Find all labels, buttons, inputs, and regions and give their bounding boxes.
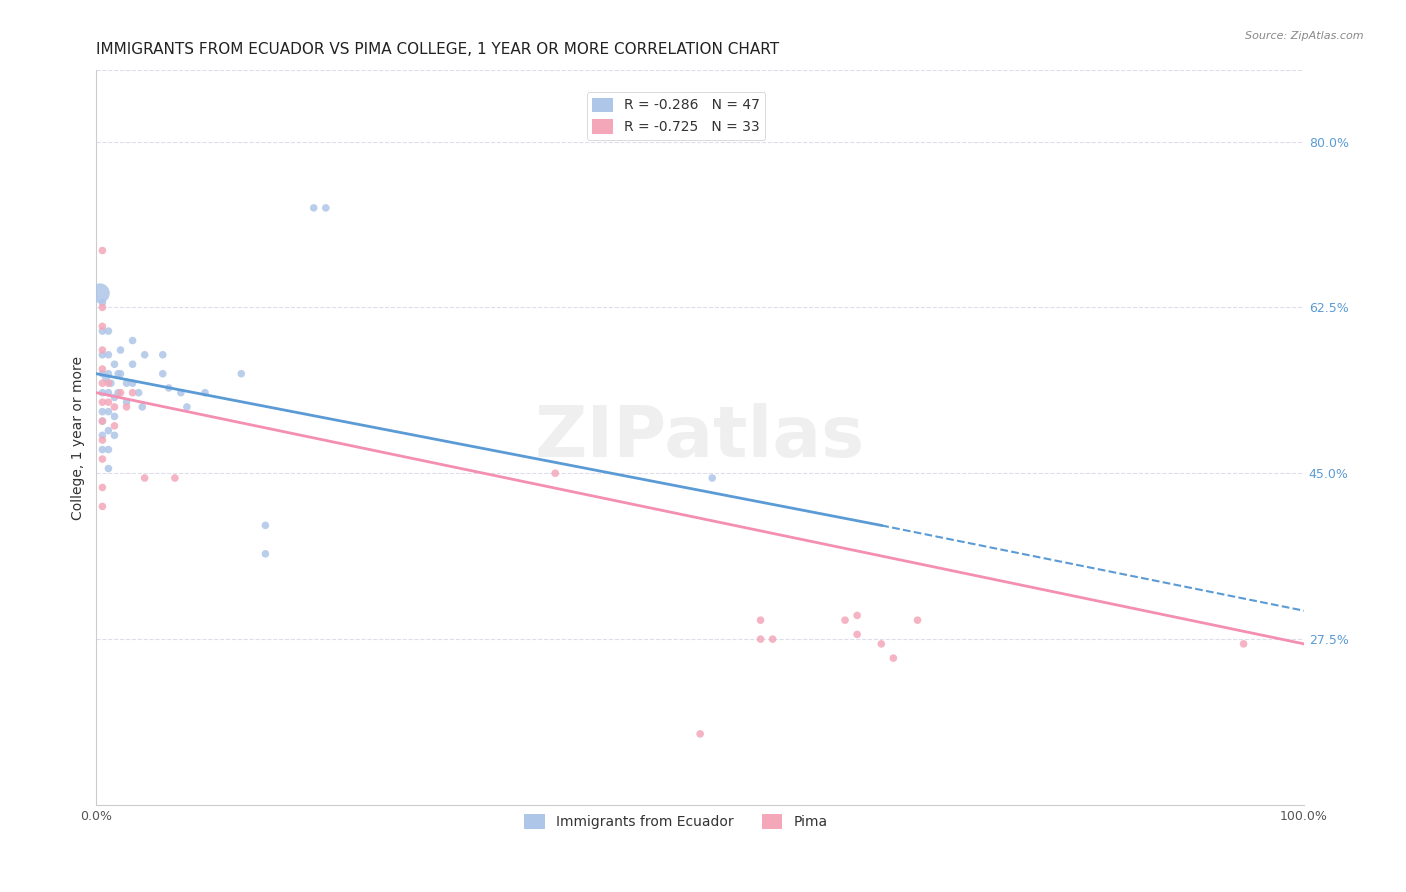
Point bbox=[110, 367, 132, 381]
Y-axis label: College, 1 year or more: College, 1 year or more bbox=[72, 356, 86, 520]
Point bbox=[163, 471, 186, 485]
Point bbox=[103, 400, 125, 414]
Point bbox=[100, 376, 122, 391]
Text: IMMIGRANTS FROM ECUADOR VS PIMA COLLEGE, 1 YEAR OR MORE CORRELATION CHART: IMMIGRANTS FROM ECUADOR VS PIMA COLLEGE,… bbox=[97, 42, 779, 57]
Point bbox=[91, 395, 114, 409]
Point bbox=[128, 385, 150, 400]
Point bbox=[115, 376, 138, 391]
Point bbox=[97, 348, 120, 362]
Point bbox=[107, 367, 129, 381]
Point bbox=[110, 385, 132, 400]
Point bbox=[91, 343, 114, 357]
Point bbox=[97, 424, 120, 438]
Point bbox=[91, 301, 114, 315]
Point bbox=[94, 371, 117, 385]
Point bbox=[749, 613, 772, 627]
Point bbox=[97, 385, 120, 400]
Point bbox=[97, 376, 120, 391]
Point bbox=[315, 201, 337, 215]
Point bbox=[91, 295, 114, 310]
Point bbox=[91, 480, 114, 494]
Point bbox=[544, 467, 567, 481]
Point bbox=[115, 395, 138, 409]
Point bbox=[134, 471, 156, 485]
Point bbox=[231, 367, 253, 381]
Point bbox=[97, 367, 120, 381]
Point bbox=[97, 404, 120, 418]
Point bbox=[846, 608, 869, 623]
Point bbox=[91, 385, 114, 400]
Point bbox=[846, 627, 869, 641]
Point bbox=[110, 343, 132, 357]
Point bbox=[115, 400, 138, 414]
Point bbox=[103, 409, 125, 424]
Point bbox=[103, 428, 125, 442]
Point bbox=[302, 201, 325, 215]
Point bbox=[121, 385, 143, 400]
Point bbox=[194, 385, 217, 400]
Point bbox=[103, 357, 125, 371]
Point bbox=[834, 613, 856, 627]
Point bbox=[762, 632, 785, 647]
Point bbox=[91, 404, 114, 418]
Point bbox=[254, 547, 277, 561]
Point bbox=[91, 442, 114, 457]
Point bbox=[702, 471, 724, 485]
Point bbox=[91, 362, 114, 376]
Point bbox=[107, 385, 129, 400]
Point bbox=[97, 461, 120, 475]
Point bbox=[91, 319, 114, 334]
Point bbox=[89, 286, 111, 301]
Point bbox=[91, 244, 114, 258]
Point bbox=[176, 400, 198, 414]
Text: Source: ZipAtlas.com: Source: ZipAtlas.com bbox=[1246, 31, 1364, 41]
Point bbox=[91, 324, 114, 338]
Point bbox=[749, 632, 772, 647]
Point bbox=[121, 376, 143, 391]
Point bbox=[157, 381, 180, 395]
Point bbox=[103, 418, 125, 433]
Point bbox=[97, 324, 120, 338]
Point bbox=[91, 376, 114, 391]
Text: ZIPatlas: ZIPatlas bbox=[536, 403, 865, 472]
Point bbox=[91, 348, 114, 362]
Point bbox=[152, 348, 174, 362]
Point bbox=[689, 727, 711, 741]
Point bbox=[91, 433, 114, 447]
Point bbox=[170, 385, 193, 400]
Point bbox=[91, 428, 114, 442]
Point bbox=[91, 414, 114, 428]
Point bbox=[134, 348, 156, 362]
Point bbox=[1232, 637, 1254, 651]
Point bbox=[152, 367, 174, 381]
Point bbox=[254, 518, 277, 533]
Point bbox=[121, 357, 143, 371]
Point bbox=[91, 452, 114, 467]
Legend: Immigrants from Ecuador, Pima: Immigrants from Ecuador, Pima bbox=[519, 809, 834, 835]
Point bbox=[121, 334, 143, 348]
Point bbox=[91, 414, 114, 428]
Point bbox=[870, 637, 893, 651]
Point bbox=[131, 400, 153, 414]
Point bbox=[91, 367, 114, 381]
Point bbox=[97, 395, 120, 409]
Point bbox=[97, 442, 120, 457]
Point bbox=[103, 391, 125, 405]
Point bbox=[882, 651, 904, 665]
Point bbox=[91, 500, 114, 514]
Point bbox=[907, 613, 929, 627]
